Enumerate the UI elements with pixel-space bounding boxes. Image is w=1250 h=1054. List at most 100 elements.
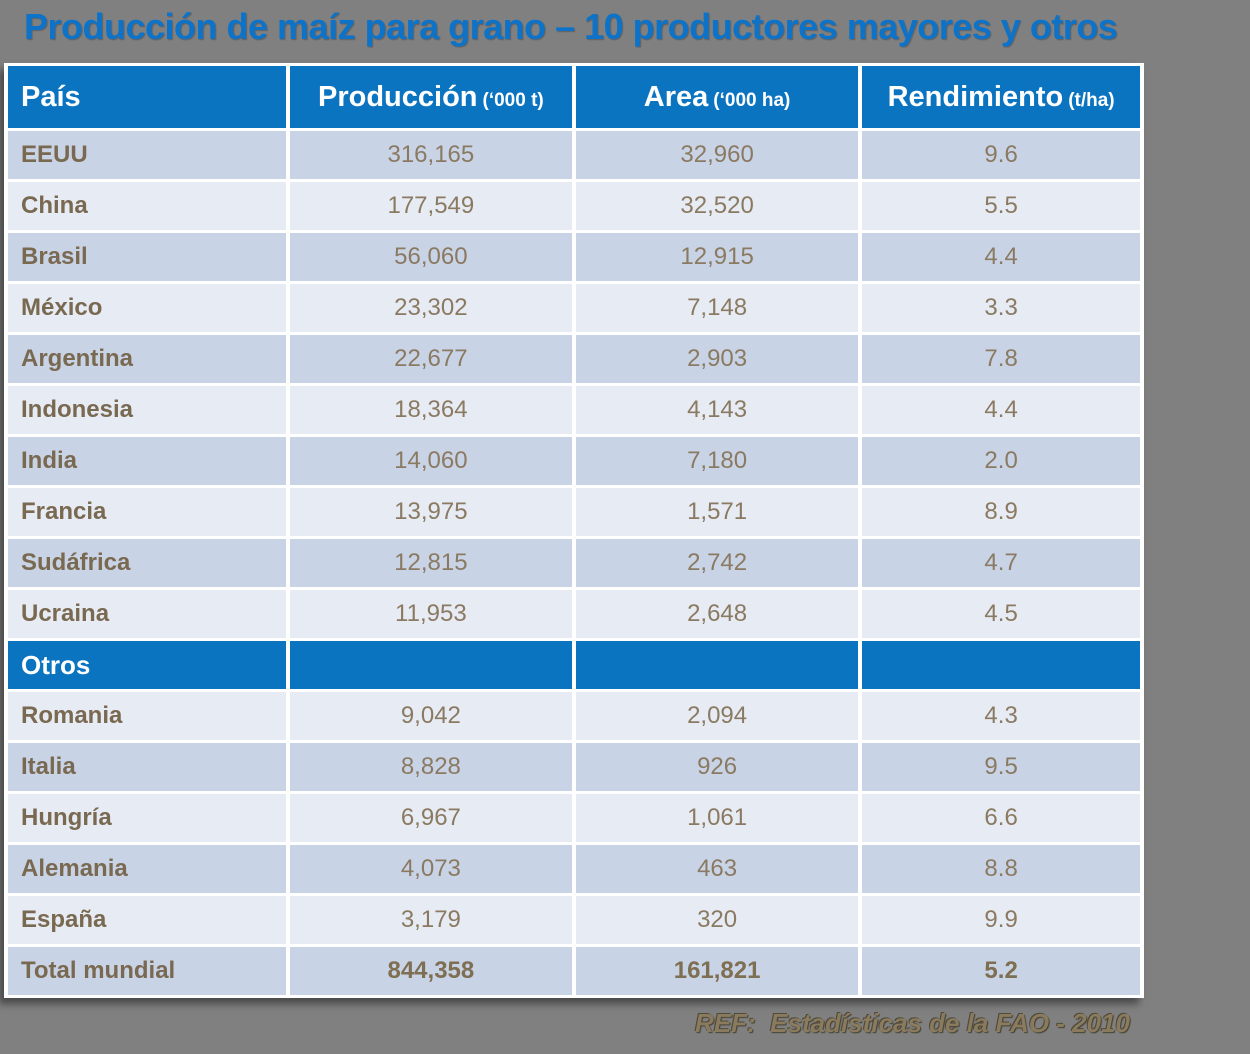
produccion-cell — [289, 641, 572, 689]
rendimiento-cell: 8.9 — [862, 488, 1140, 536]
rendimiento-cell: 3.3 — [862, 284, 1140, 332]
produccion-cell: 3,179 — [289, 896, 572, 944]
area-cell: 2,648 — [575, 590, 859, 638]
table-section-row-otros: Otros — [8, 641, 1140, 689]
table-row: Brasil 56,060 12,915 4.4 — [8, 233, 1140, 281]
column-header-label: País — [21, 80, 81, 113]
produccion-cell: 177,549 — [289, 182, 572, 230]
produccion-cell: 8,828 — [289, 743, 572, 791]
rendimiento-cell: 5.5 — [862, 182, 1140, 230]
country-cell: Hungría — [8, 794, 286, 842]
rendimiento-cell: 4.7 — [862, 539, 1140, 587]
produccion-cell: 11,953 — [289, 590, 572, 638]
rendimiento-cell: 8.8 — [862, 845, 1140, 893]
column-header-area: Area (‘000 ha) — [575, 66, 859, 128]
country-cell: Total mundial — [8, 947, 286, 995]
country-cell: Brasil — [8, 233, 286, 281]
table-row: Indonesia 18,364 4,143 4.4 — [8, 386, 1140, 434]
area-cell: 1,061 — [575, 794, 859, 842]
rendimiento-cell: 4.5 — [862, 590, 1140, 638]
produccion-cell: 13,975 — [289, 488, 572, 536]
table-row: Romania 9,042 2,094 4.3 — [8, 692, 1140, 740]
area-cell: 320 — [575, 896, 859, 944]
rendimiento-cell: 7.8 — [862, 335, 1140, 383]
area-cell: 926 — [575, 743, 859, 791]
table-row: Italia 8,828 926 9.5 — [8, 743, 1140, 791]
table-row: China 177,549 32,520 5.5 — [8, 182, 1140, 230]
area-cell: 4,143 — [575, 386, 859, 434]
rendimiento-cell: 4.4 — [862, 386, 1140, 434]
rendimiento-cell: 5.2 — [862, 947, 1140, 995]
column-header-unit: (‘000 ha) — [713, 89, 791, 111]
area-cell: 7,180 — [575, 437, 859, 485]
area-cell: 32,960 — [575, 131, 859, 179]
country-cell: México — [8, 284, 286, 332]
country-cell: Alemania — [8, 845, 286, 893]
table-row: India 14,060 7,180 2.0 — [8, 437, 1140, 485]
table-row: Hungría 6,967 1,061 6.6 — [8, 794, 1140, 842]
rendimiento-cell: 6.6 — [862, 794, 1140, 842]
rendimiento-cell — [862, 641, 1140, 689]
table-header-row: País Producción (‘000 t) Area (‘000 ha) Re… — [8, 66, 1140, 128]
rendimiento-cell: 9.6 — [862, 131, 1140, 179]
rendimiento-cell: 9.9 — [862, 896, 1140, 944]
column-header-unit: (t/ha) — [1068, 89, 1115, 111]
country-cell: China — [8, 182, 286, 230]
produccion-cell: 4,073 — [289, 845, 572, 893]
rendimiento-cell: 4.3 — [862, 692, 1140, 740]
column-header-produccion: Producción (‘000 t) — [289, 66, 572, 128]
country-cell: EEUU — [8, 131, 286, 179]
rendimiento-cell: 9.5 — [862, 743, 1140, 791]
column-header-label: Rendimiento — [887, 80, 1064, 113]
area-cell: 12,915 — [575, 233, 859, 281]
country-cell: Indonesia — [8, 386, 286, 434]
source-reference: REF: Estadísticas de la FAO - 2010 — [695, 1008, 1130, 1038]
country-cell: India — [8, 437, 286, 485]
table-row: Francia 13,975 1,571 8.9 — [8, 488, 1140, 536]
produccion-cell: 12,815 — [289, 539, 572, 587]
area-cell: 7,148 — [575, 284, 859, 332]
table-row: Sudáfrica 12,815 2,742 4.7 — [8, 539, 1140, 587]
rendimiento-cell: 4.4 — [862, 233, 1140, 281]
column-header-label: Producción — [317, 80, 478, 113]
table-row: Ucraina 11,953 2,648 4.5 — [8, 590, 1140, 638]
produccion-cell: 14,060 — [289, 437, 572, 485]
produccion-cell: 23,302 — [289, 284, 572, 332]
country-cell: Romania — [8, 692, 286, 740]
produccion-cell: 316,165 — [289, 131, 572, 179]
produccion-cell: 9,042 — [289, 692, 572, 740]
country-cell: Otros — [8, 641, 286, 689]
table-row: España 3,179 320 9.9 — [8, 896, 1140, 944]
produccion-cell: 56,060 — [289, 233, 572, 281]
country-cell: Sudáfrica — [8, 539, 286, 587]
production-table-container: País Producción (‘000 t) Area (‘000 ha) Re… — [4, 63, 1144, 998]
country-cell: Italia — [8, 743, 286, 791]
area-cell: 1,571 — [575, 488, 859, 536]
table-row: México 23,302 7,148 3.3 — [8, 284, 1140, 332]
column-header-pais: País — [8, 66, 286, 128]
table-row: Argentina 22,677 2,903 7.8 — [8, 335, 1140, 383]
produccion-cell: 18,364 — [289, 386, 572, 434]
produccion-cell: 6,967 — [289, 794, 572, 842]
page-title: Producción de maíz para grano – 10 produ… — [24, 6, 1118, 47]
country-cell: España — [8, 896, 286, 944]
country-cell: Ucraina — [8, 590, 286, 638]
area-cell: 161,821 — [575, 947, 859, 995]
area-cell: 32,520 — [575, 182, 859, 230]
production-table: País Producción (‘000 t) Area (‘000 ha) Re… — [4, 63, 1144, 998]
column-header-unit: (‘000 t) — [482, 89, 544, 111]
country-cell: Argentina — [8, 335, 286, 383]
column-header-rendimiento: Rendimiento (t/ha) — [862, 66, 1140, 128]
produccion-cell: 844,358 — [289, 947, 572, 995]
table-total-row: Total mundial 844,358 161,821 5.2 — [8, 947, 1140, 995]
area-cell: 2,903 — [575, 335, 859, 383]
rendimiento-cell: 2.0 — [862, 437, 1140, 485]
area-cell: 463 — [575, 845, 859, 893]
table-row: Alemania 4,073 463 8.8 — [8, 845, 1140, 893]
table-row: EEUU 316,165 32,960 9.6 — [8, 131, 1140, 179]
column-header-label: Area — [643, 80, 709, 113]
produccion-cell: 22,677 — [289, 335, 572, 383]
area-cell — [575, 641, 859, 689]
area-cell: 2,742 — [575, 539, 859, 587]
country-cell: Francia — [8, 488, 286, 536]
